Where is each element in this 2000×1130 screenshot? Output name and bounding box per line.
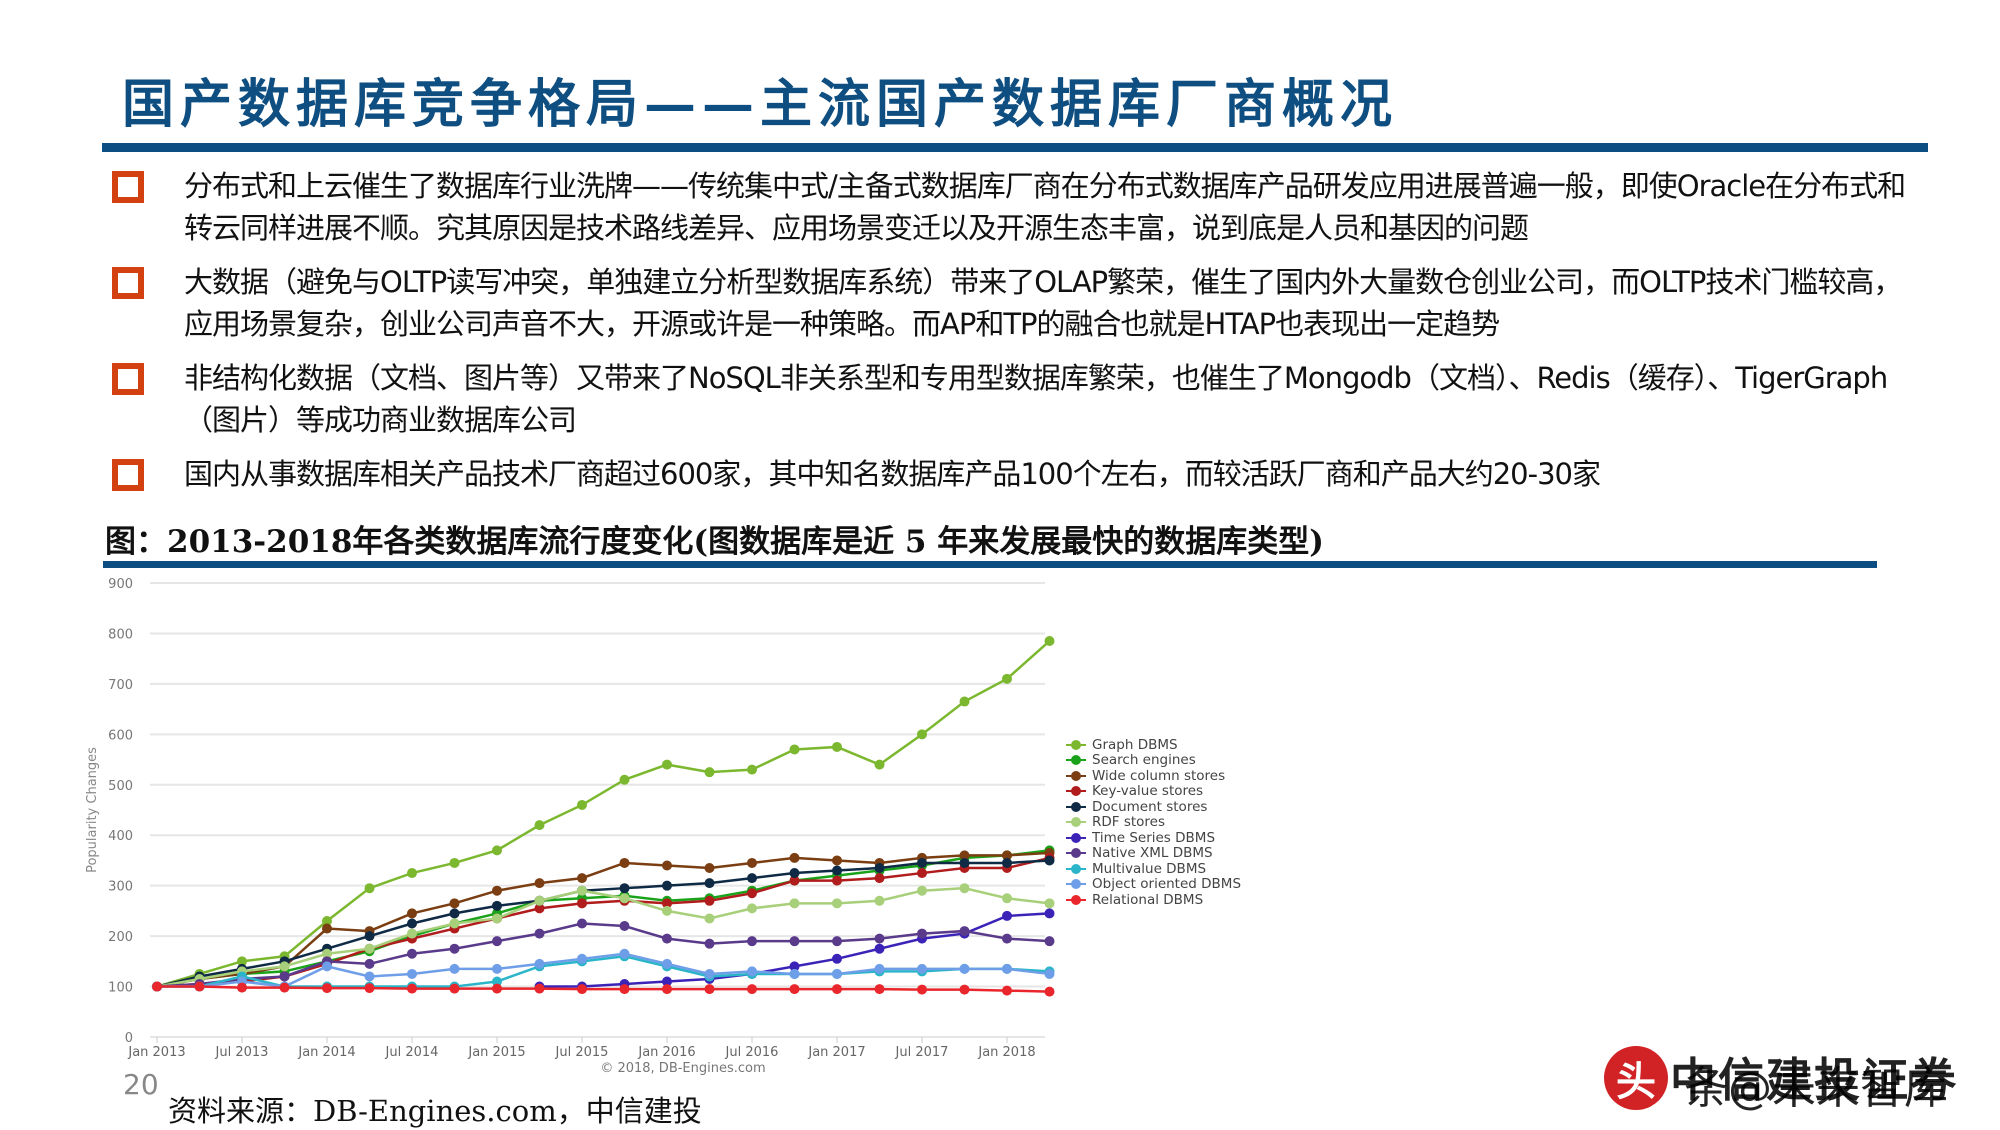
- x-tick-label: Jan 2016: [637, 1045, 695, 1060]
- page-number: 20: [123, 1068, 159, 1101]
- series-object-oriented-dbms: [152, 948, 1055, 992]
- legend-marker-icon: [1066, 739, 1086, 750]
- legend-item: Native XML DBMS: [1066, 845, 1241, 862]
- square-bullet-icon: [112, 363, 144, 395]
- y-tick-label: 0: [125, 1031, 133, 1046]
- series-time-series-dbms: [534, 908, 1055, 992]
- legend-marker-icon: [1066, 832, 1086, 843]
- chart-copyright: © 2018, DB-Engines.com: [600, 1061, 765, 1076]
- legend-label: Multivalue DBMS: [1092, 860, 1207, 877]
- legend-marker-icon: [1066, 848, 1086, 859]
- legend-item: Search engines: [1066, 752, 1241, 769]
- bullet-text: 非结构化数据（文档、图片等）又带来了NoSQL非关系型和专用型数据库繁荣，也催生…: [184, 361, 1888, 437]
- legend-item: Graph DBMS: [1066, 737, 1241, 753]
- x-tick-label: Jan 2014: [297, 1045, 355, 1060]
- legend-label: Object oriented DBMS: [1092, 876, 1242, 893]
- x-tick-label: Jul 2015: [555, 1045, 609, 1060]
- legend-item: Wide column stores: [1066, 768, 1241, 784]
- bullet-item: 非结构化数据（文档、图片等）又带来了NoSQL非关系型和专用型数据库繁荣，也催生…: [110, 357, 1910, 441]
- legend-label: Graph DBMS: [1092, 736, 1178, 753]
- watermark-text-primary: 中信建投证券: [1670, 1053, 1958, 1107]
- y-tick-label: 800: [108, 627, 133, 642]
- y-tick-label: 600: [108, 728, 133, 743]
- bullet-text: 分布式和上云催生了数据库行业洗牌——传统集中式/主备式数据库厂商在分布式数据库产…: [184, 169, 1906, 245]
- legend-marker-icon: [1066, 755, 1086, 766]
- bullet-list: 分布式和上云催生了数据库行业洗牌——传统集中式/主备式数据库厂商在分布式数据库产…: [110, 165, 1910, 507]
- x-tick-label: Jul 2014: [385, 1045, 439, 1060]
- legend-marker-icon: [1066, 770, 1086, 781]
- bullet-item: 国内从事数据库相关产品技术厂商超过600家，其中知名数据库产品100个左右，而较…: [110, 453, 1910, 495]
- bullet-item: 大数据（避免与OLTP读写冲突，单独建立分析型数据库系统）带来了OLAP繁荣，催…: [110, 261, 1910, 345]
- legend-marker-icon: [1066, 879, 1086, 890]
- watermark-seal-icon: 头: [1604, 1046, 1668, 1110]
- x-tick-label: Jan 2017: [807, 1045, 865, 1060]
- watermark-text-secondary: 条@未来智库: [1684, 1063, 1948, 1114]
- slide-title: 国产数据库竞争格局——主流国产数据库厂商概况: [122, 74, 1399, 135]
- source-note: 资料来源：DB-Engines.com，中信建投: [168, 1094, 702, 1128]
- legend-marker-icon: [1066, 801, 1086, 812]
- popularity-line-chart: 0 100 200 300 400 500 600 700 800 900 Popularity C…: [85, 577, 1055, 1076]
- x-tick-label: Jul 2016: [725, 1045, 779, 1060]
- legend-item: Relational DBMS: [1066, 892, 1241, 908]
- bullet-item: 分布式和上云催生了数据库行业洗牌——传统集中式/主备式数据库厂商在分布式数据库产…: [110, 165, 1910, 249]
- series-native-xml-dbms: [152, 918, 1055, 992]
- square-bullet-icon: [112, 459, 144, 491]
- y-tick-label: 300: [108, 880, 133, 895]
- y-tick-label: 900: [108, 577, 133, 592]
- legend-label: Search engines: [1092, 752, 1196, 769]
- legend-label: Document stores: [1092, 798, 1208, 815]
- legend-marker-icon: [1066, 863, 1086, 874]
- legend-marker-icon: [1066, 894, 1086, 905]
- x-tick-label: Jan 2018: [977, 1045, 1035, 1060]
- legend-label: Key-value stores: [1092, 783, 1204, 800]
- legend-marker-icon: [1066, 786, 1086, 797]
- y-tick-label: 400: [108, 829, 133, 844]
- x-tick-label: Jan 2013: [127, 1045, 185, 1060]
- legend-label: Relational DBMS: [1092, 891, 1204, 908]
- x-tick-label: Jul 2013: [215, 1045, 269, 1060]
- legend-item: RDF stores: [1066, 814, 1241, 831]
- chart-legend: Graph DBMS Search engines Wide column stor…: [1066, 737, 1241, 908]
- y-tick-label: 500: [108, 779, 133, 794]
- legend-item: Time Series DBMS: [1066, 830, 1241, 846]
- legend-label: Time Series DBMS: [1092, 829, 1216, 846]
- legend-item: Key-value stores: [1066, 783, 1241, 800]
- y-tick-label: 200: [108, 930, 133, 945]
- x-tick-label: Jul 2017: [895, 1045, 949, 1060]
- y-tick-label: 100: [108, 981, 133, 996]
- legend-label: Wide column stores: [1092, 767, 1226, 784]
- title-divider: [102, 143, 1928, 152]
- watermark: 头 中信建投证券 条@未来智库: [1600, 1040, 2000, 1125]
- bullet-text: 国内从事数据库相关产品技术厂商超过600家，其中知名数据库产品100个左右，而较…: [184, 457, 1601, 491]
- legend-item: Object oriented DBMS: [1066, 876, 1242, 893]
- square-bullet-icon: [112, 171, 144, 203]
- y-tick-label: 700: [108, 678, 133, 693]
- figure-caption: 图：2013-2018年各类数据库流行度变化(图数据库是近 5 年来发展最快的数…: [105, 524, 1324, 560]
- square-bullet-icon: [112, 267, 144, 299]
- legend-label: RDF stores: [1092, 814, 1166, 831]
- y-axis-label: Popularity Changes: [85, 747, 100, 873]
- bullet-text: 大数据（避免与OLTP读写冲突，单独建立分析型数据库系统）带来了OLAP繁荣，催…: [184, 265, 1902, 341]
- legend-marker-icon: [1066, 817, 1086, 828]
- legend-label: Native XML DBMS: [1092, 845, 1213, 862]
- series-relational-dbms: [152, 981, 1055, 997]
- x-tick-label: Jan 2015: [467, 1045, 525, 1060]
- legend-item: Multivalue DBMS: [1066, 861, 1241, 877]
- caption-divider: [103, 561, 1877, 568]
- legend-item: Document stores: [1066, 799, 1241, 815]
